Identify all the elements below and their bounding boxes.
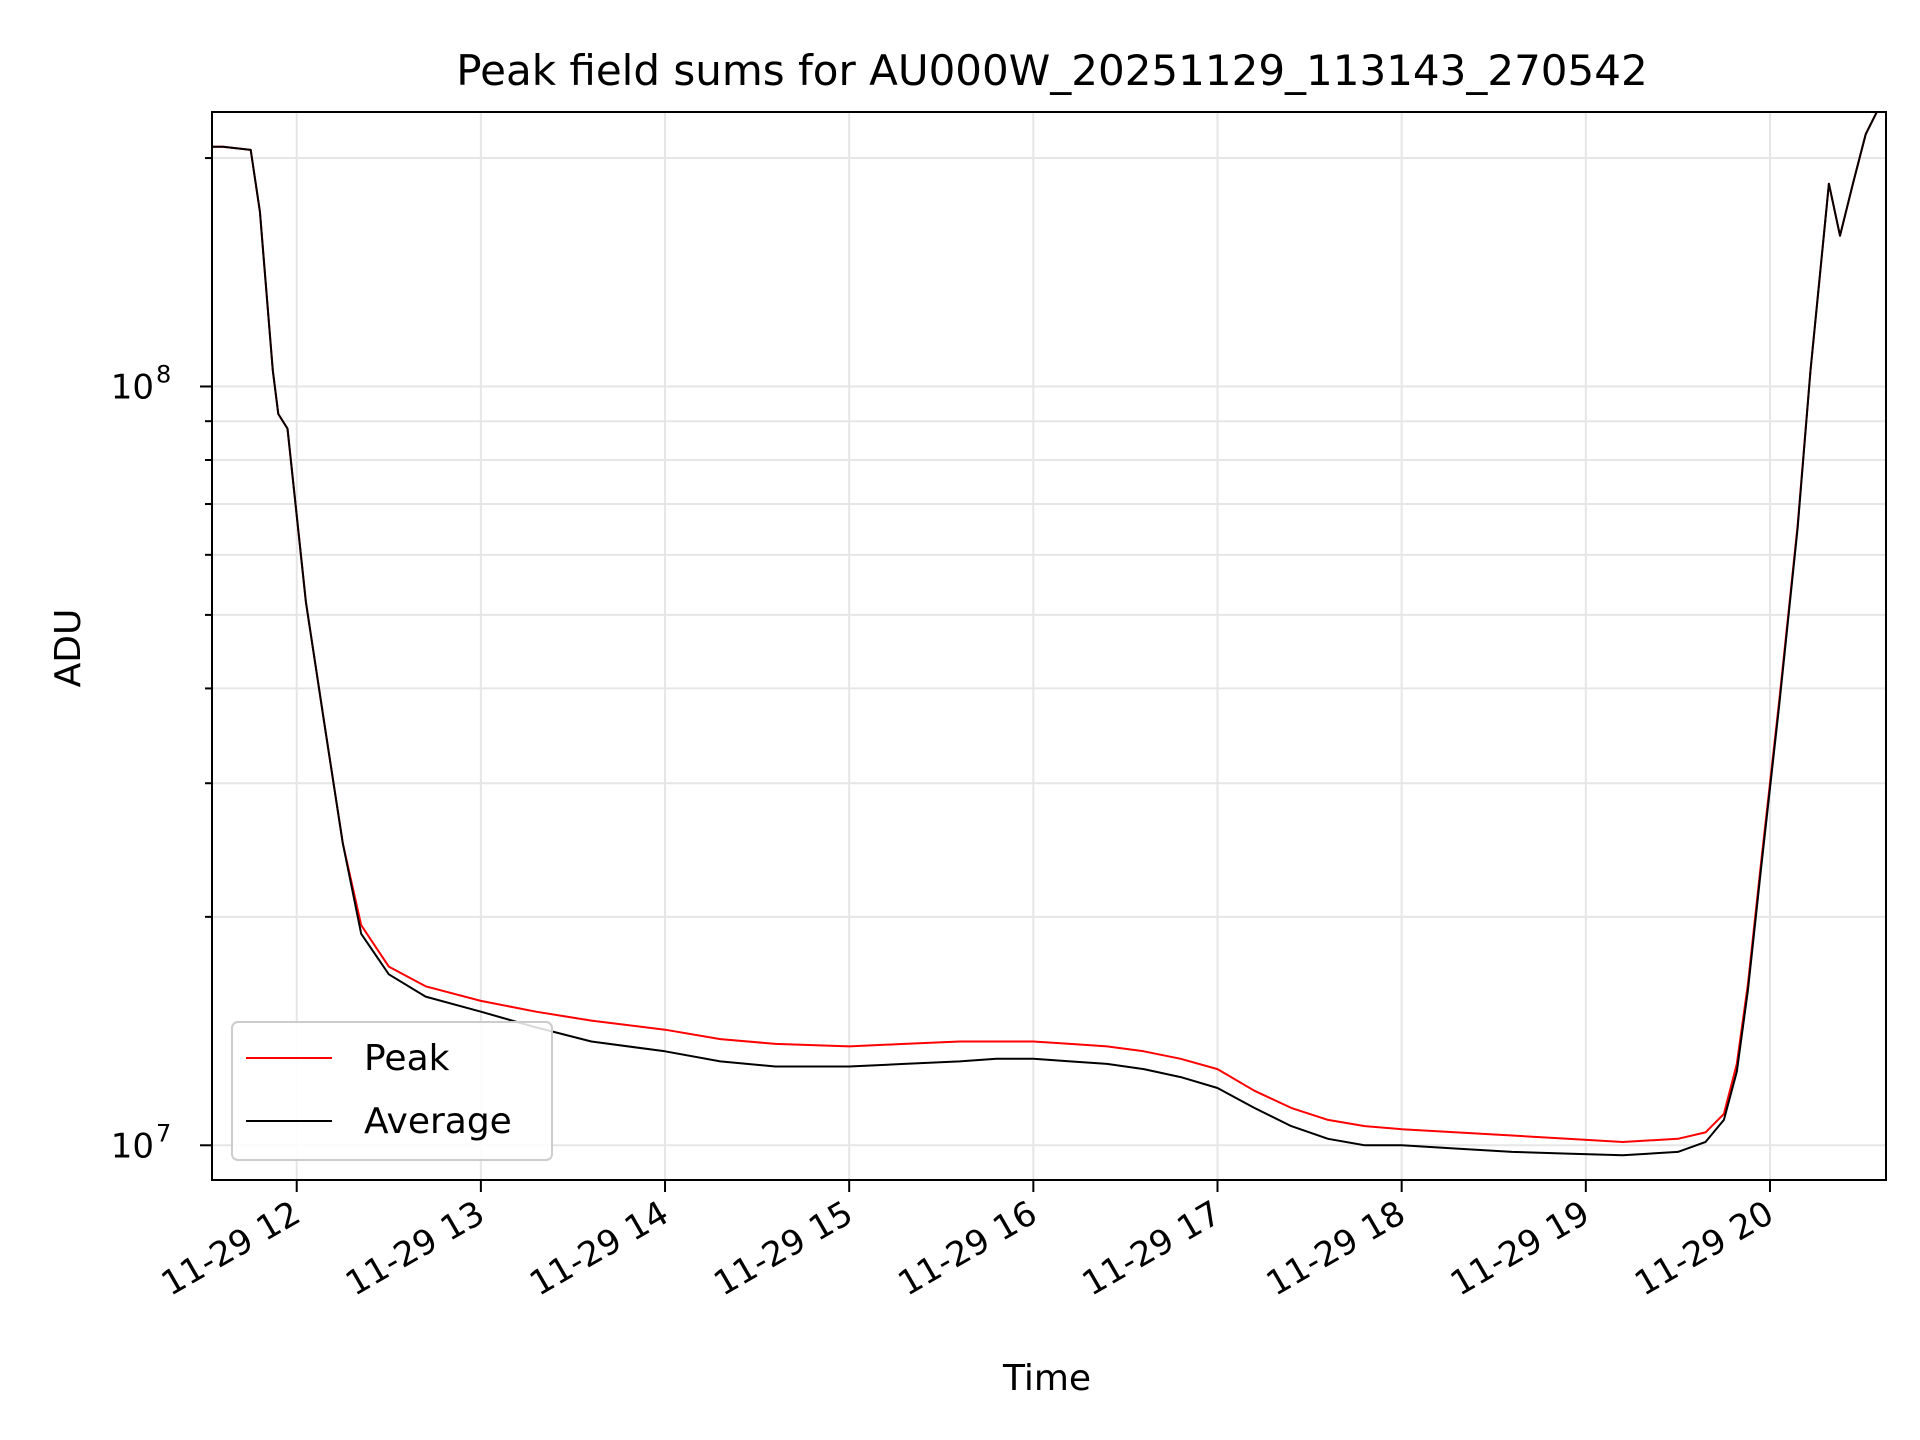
series-layer [212,112,1878,1157]
y-tick-label-exponent: 8 [156,360,171,388]
plot-area [212,112,1886,1180]
legend: Peak Average [231,1021,553,1161]
y-tick-label-exponent: 7 [156,1119,171,1147]
legend-label-peak: Peak [364,1038,450,1079]
y-tick-label: 10 [111,1126,154,1166]
plot-frame [211,111,1887,1181]
chart-title: Peak field sums for AU000W_20251129_1131… [456,46,1647,95]
grid [212,112,1886,1180]
y-tick-label: 10 [111,367,154,407]
legend-label-average: Average [364,1101,512,1142]
series-line-average [212,112,1878,1157]
x-axis-label: Time [1002,1358,1091,1399]
y-axis-label: ADU [48,609,89,688]
legend-box [231,1021,553,1161]
